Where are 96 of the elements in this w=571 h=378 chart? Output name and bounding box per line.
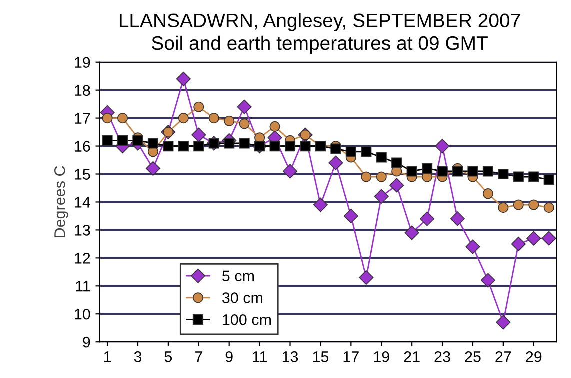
chart-subtitle: Soil and earth temperatures at 09 GMT [152,36,488,54]
point [498,202,509,214]
point [511,236,526,252]
x-tick-label: 7 [195,352,202,362]
point [178,113,189,124]
point [450,212,466,226]
x-tick-label: 23 [434,352,450,362]
x-tick-label: 5 [164,352,172,362]
y-tick-label: 11 [76,281,90,292]
point [480,273,496,288]
point [132,135,144,146]
point [346,146,356,158]
point [284,141,296,152]
point [482,188,494,200]
point [374,189,389,204]
x-tick-label: 15 [313,352,329,362]
point [437,166,448,177]
x-tick-label: 17 [344,352,359,362]
point [146,161,161,176]
y-tick-label: 17 [75,113,90,124]
point [330,144,342,154]
point [117,113,128,124]
point [270,141,280,152]
point [344,208,358,224]
point [526,231,542,246]
point [239,138,250,149]
x-tick-label: 21 [404,352,420,362]
point [468,166,478,177]
y-tick-label: 9 [83,336,90,348]
point [117,135,128,146]
point [404,226,420,240]
y-tick-label: 12 [75,253,90,264]
point [390,178,404,193]
x-tick-label: 11 [253,352,267,362]
point [376,172,387,182]
point [544,174,554,186]
point [528,172,540,182]
legend-label: 100 cm [223,314,271,326]
point [163,141,174,152]
point [498,168,509,180]
point [513,200,524,210]
point [406,166,418,177]
x-tick-label: 13 [282,352,298,362]
y-axis-title: Degrees C [54,166,68,238]
point [361,172,372,182]
legend-label: 30 cm [222,292,262,304]
point [148,138,158,149]
point [482,166,494,177]
point [359,270,374,286]
point [435,138,450,154]
point [282,164,298,179]
chart-title: LLANSADWRN, Anglesey, SEPTEMBER 2007 [120,13,520,32]
y-tick-label: 15 [75,169,90,180]
x-tick-label: 25 [465,352,481,362]
point [194,102,204,112]
point [544,202,554,214]
y-tick-label: 10 [75,308,90,320]
x-tick-label: 9 [226,352,233,362]
y-tick-label: 13 [75,225,90,236]
point [237,100,252,114]
point [422,163,433,174]
y-tick-label: 18 [75,85,90,96]
point [208,113,220,124]
point [224,138,235,149]
point [300,141,311,152]
point [420,212,435,226]
point [452,166,464,177]
point [542,231,556,246]
point [328,156,344,170]
point [102,135,113,146]
point [376,152,387,163]
point [528,200,540,210]
x-tick-label: 19 [374,352,390,362]
point [466,240,480,254]
point [178,141,189,152]
point [224,116,235,126]
y-tick-label: 16 [75,141,90,152]
point [194,141,204,152]
point [102,113,113,124]
y-tick-label: 19 [75,57,90,68]
point [392,158,402,168]
point [361,146,372,158]
legend-label: 5 cm [222,270,254,282]
x-tick-label: 1 [104,352,112,362]
point [254,141,266,152]
x-tick-label: 27 [496,352,512,362]
x-tick-label: 3 [134,352,142,362]
point [270,121,280,132]
x-tick-label: 29 [526,352,542,362]
y-tick-label: 14 [75,197,90,208]
point [496,315,511,330]
point [513,172,524,182]
point [192,128,206,142]
point [239,118,250,130]
point [313,198,328,212]
point [176,72,191,86]
